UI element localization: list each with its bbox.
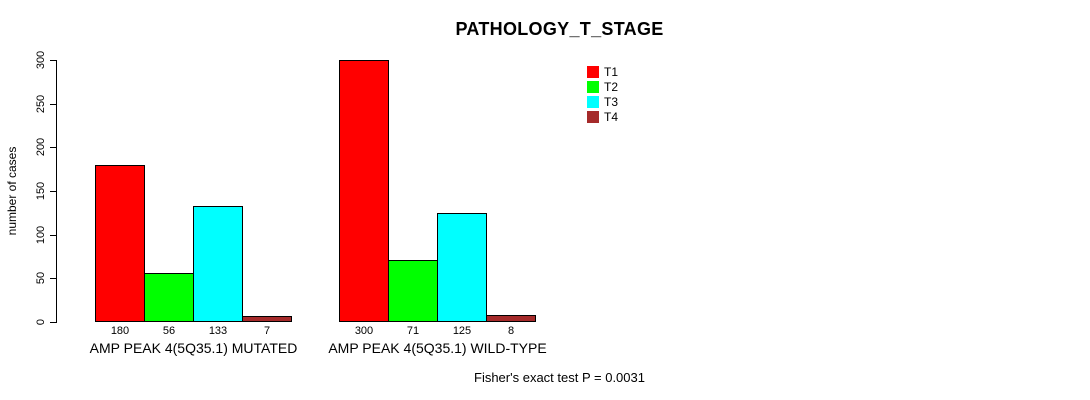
bar-t2-mutated [144,273,194,322]
category-label: AMP PEAK 4(5Q35.1) WILD-TYPE [328,340,547,356]
bar-value-label: 56 [162,325,176,337]
bar-value-label: 133 [208,325,228,337]
legend-label: T2 [604,79,619,94]
legend-item: T4 [587,109,618,124]
y-axis-line [56,60,57,323]
y-tick-label: 200 [35,137,47,157]
bar-t1-mutated [95,165,145,322]
legend-swatch-t1 [587,65,599,78]
bar-t2-wildtype [388,260,438,322]
bar-value-label: 71 [406,325,420,337]
annotation-text: Fisher's exact test P = 0.0031 [474,370,645,385]
legend: T1 T2 T3 T4 [587,64,618,124]
bar-value-label: 180 [110,325,130,337]
legend-label: T3 [604,94,619,109]
bar-value-label: 125 [452,325,472,337]
legend-label: T1 [604,64,619,79]
y-axis-tick [50,191,56,192]
y-axis-tick [50,322,56,323]
legend-swatch-t2 [587,80,599,93]
bar-t4-wildtype [486,315,536,322]
y-tick-label: 0 [35,318,47,326]
y-axis-tick [50,235,56,236]
y-axis-tick [50,278,56,279]
legend-swatch-t3 [587,95,599,108]
bar-value-label: 300 [354,325,374,337]
bar-value-label: 7 [263,325,271,337]
y-tick-label: 150 [35,181,47,201]
y-axis-tick [50,60,56,61]
legend-item: T1 [587,64,618,79]
bar-t1-wildtype [339,60,389,322]
bar-value-label: 8 [507,325,515,337]
y-tick-label: 300 [35,50,47,70]
y-axis-title: number of cases [5,146,19,236]
bar-t3-wildtype [437,213,487,322]
chart-title: PATHOLOGY_T_STAGE [455,19,664,39]
y-tick-label: 250 [35,94,47,114]
legend-item: T3 [587,94,618,109]
y-axis-tick [50,104,56,105]
y-tick-label: 50 [35,271,47,285]
y-axis-tick [50,147,56,148]
bar-t4-mutated [242,316,292,322]
y-tick-label: 100 [35,225,47,245]
category-label: AMP PEAK 4(5Q35.1) MUTATED [89,340,298,356]
bar-t3-mutated [193,206,243,322]
legend-item: T2 [587,79,618,94]
legend-label: T4 [604,109,619,124]
legend-swatch-t4 [587,110,599,123]
